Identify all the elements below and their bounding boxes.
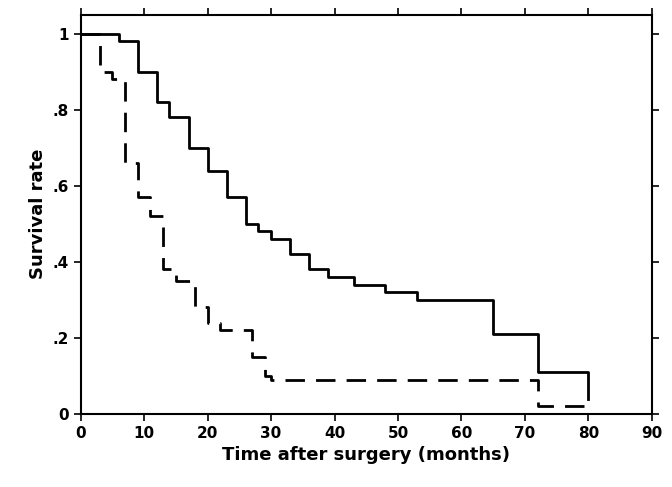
Y-axis label: Survival rate: Survival rate bbox=[29, 149, 47, 280]
X-axis label: Time after surgery (months): Time after surgery (months) bbox=[222, 446, 510, 464]
